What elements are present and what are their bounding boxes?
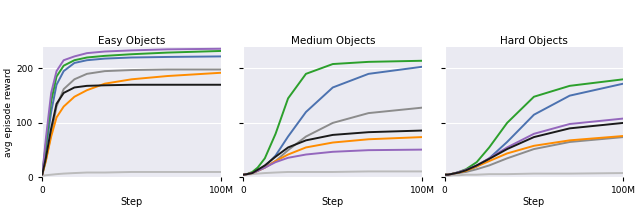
X-axis label: Step: Step [523, 197, 545, 207]
Title: Medium Objects: Medium Objects [291, 36, 375, 46]
X-axis label: Step: Step [120, 197, 143, 207]
Title: Hard Objects: Hard Objects [500, 36, 568, 46]
X-axis label: Step: Step [322, 197, 344, 207]
Title: Easy Objects: Easy Objects [98, 36, 165, 46]
Y-axis label: avg episode reward: avg episode reward [4, 67, 13, 157]
